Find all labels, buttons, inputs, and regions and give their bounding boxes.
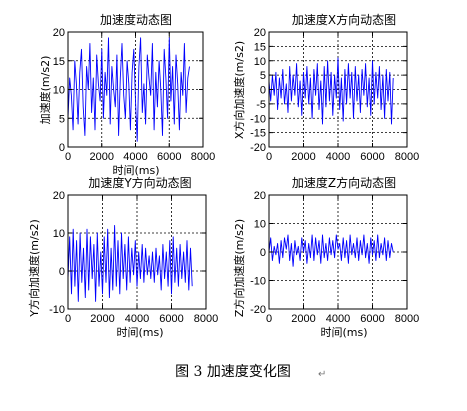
y-tick-label: 0	[260, 247, 266, 259]
y-tick-label: 10	[53, 228, 65, 240]
x-tick-label: 8000	[191, 151, 215, 163]
x-tick-label: 4000	[326, 313, 350, 325]
y-tick-label: 15	[53, 56, 65, 68]
chart-title: 加速度Z方向动态图	[292, 175, 396, 190]
y-tick-label: 10	[254, 56, 266, 68]
paragraph-mark: ↵	[318, 369, 326, 380]
y-tick-label: 10	[53, 85, 65, 97]
x-tick-label: 8000	[395, 151, 419, 163]
x-tick-label: 6000	[360, 313, 384, 325]
x-tick-label: 0	[266, 151, 272, 163]
y-tick-label: 0	[260, 85, 266, 97]
x-tick-label: 2000	[291, 313, 315, 325]
y-tick-label: 0	[59, 266, 65, 278]
x-tick-label: 8000	[395, 313, 419, 325]
y-tick-label: -15	[250, 128, 266, 140]
chart-panel-z-direction: 加速度Z方向动态图 Z方向加速度(m/s2) 时间(ms) 0 2000 4000 6…	[232, 175, 419, 339]
series-line	[268, 57, 394, 125]
x-tick-label: 2000	[90, 313, 114, 325]
x-tick-label: 4000	[326, 151, 350, 163]
y-tick-label: 20	[254, 190, 266, 202]
x-tick-label: 0	[65, 151, 71, 163]
y-tick-label: 10	[254, 219, 266, 231]
chart-panel-y-direction: 加速度Y方向动态图 Y方向加速度(m/s2) 时间(ms) 0 2000 4000 6…	[27, 175, 218, 339]
x-tick-label: 8000	[194, 313, 218, 325]
x-tick-label: 2000	[90, 151, 114, 163]
y-axis-label: Z方向加速度(m/s2)	[232, 219, 246, 317]
x-axis-label: 时间(ms)	[320, 326, 367, 339]
y-tick-label: 20	[254, 27, 266, 39]
series-line	[67, 37, 190, 142]
y-axis-label: 加速度(m/s2)	[38, 56, 52, 125]
y-tick-label: -5	[256, 99, 266, 111]
chart-panel-acceleration: 加速度动态图 加速度(m/s2) 时间(ms) 0 2000 4000 6000 800…	[38, 12, 215, 177]
chart-title: 加速度Y方向动态图	[88, 175, 191, 190]
y-tick-label: 15	[254, 41, 266, 53]
y-tick-label: 20	[53, 27, 65, 39]
x-axis-label: 时间(ms)	[112, 164, 159, 177]
x-axis-label: 时间(ms)	[116, 326, 163, 339]
y-tick-label: -10	[250, 113, 266, 125]
series-line	[67, 224, 193, 302]
y-tick-label: 5	[260, 70, 266, 82]
y-tick-label: 0	[59, 142, 65, 154]
x-tick-label: 2000	[291, 151, 315, 163]
y-tick-label: 5	[59, 113, 65, 125]
y-tick-label: -10	[250, 276, 266, 288]
y-axis-label: X方向加速度(m/s2)	[232, 41, 246, 139]
x-tick-label: 6000	[159, 313, 183, 325]
chart-title: 加速度动态图	[100, 12, 172, 27]
series-line	[268, 234, 394, 267]
x-tick-label: 6000	[360, 151, 384, 163]
y-tick-label: -20	[250, 304, 266, 316]
chart-title: 加速度X方向动态图	[292, 12, 396, 27]
x-tick-label: 4000	[125, 313, 149, 325]
y-tick-label: 20	[53, 190, 65, 202]
y-tick-label: -10	[49, 304, 65, 316]
figure-caption: 图 3 加速度变化图	[175, 364, 291, 380]
x-tick-label: 6000	[157, 151, 181, 163]
chart-panel-x-direction: 加速度X方向动态图 X方向加速度(m/s2) 0 2000 4000 6000 8000…	[232, 12, 419, 163]
x-tick-label: 0	[266, 313, 272, 325]
x-tick-label: 0	[65, 313, 71, 325]
y-tick-label: -20	[250, 142, 266, 154]
x-tick-label: 4000	[123, 151, 147, 163]
y-axis-label: Y方向加速度(m/s2)	[27, 219, 41, 317]
